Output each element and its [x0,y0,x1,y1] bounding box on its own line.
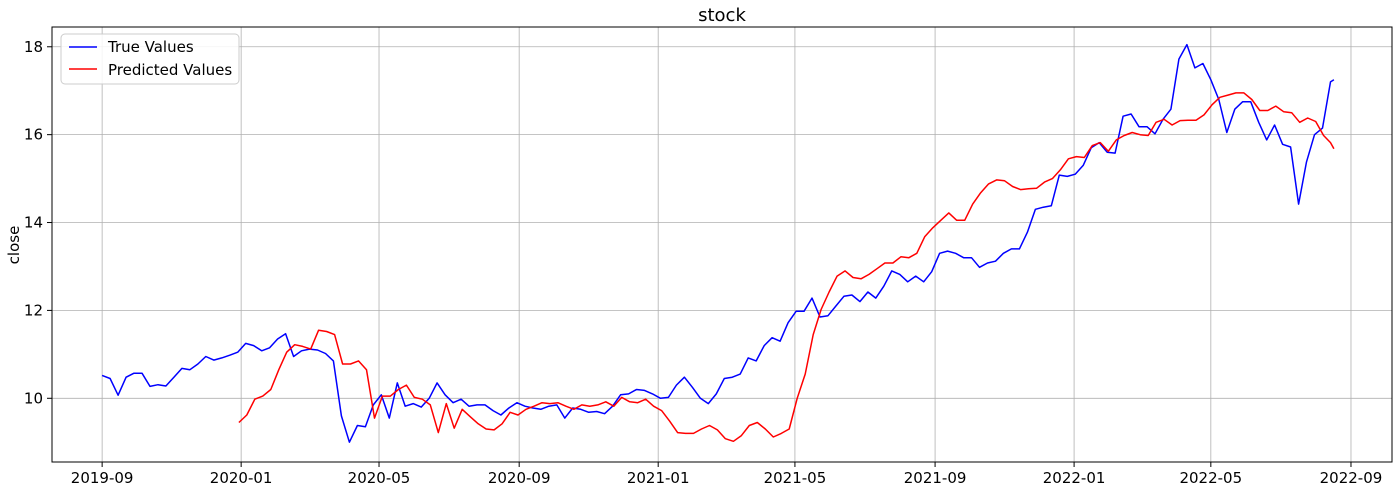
x-tick-label: 2020-05 [348,469,411,487]
plot-frame [51,26,1393,463]
series-layer [101,43,1335,443]
legend-box [60,33,240,85]
x-tick-label: 2019-09 [71,469,134,487]
x-tick-label: 2021-01 [627,469,690,487]
x-tick-label: 2020-01 [210,469,273,487]
grid [52,27,1392,462]
x-tick-label: 2022-01 [1043,469,1106,487]
legend-label-predicted-values: Predicted Values [108,61,232,79]
x-tick-label: 2020-09 [488,469,551,487]
legend-label-true-values: True Values [107,38,194,56]
y-tick-label: 12 [24,301,43,319]
x-tick-label: 2022-05 [1179,469,1242,487]
y-tick-label: 16 [24,126,43,144]
y-tick-label: 10 [24,389,43,407]
series-line-true-values [101,43,1335,443]
x-tick-label: 2021-05 [764,469,827,487]
series-line-predicted-values [238,92,1335,443]
chart-title: stock [698,5,746,26]
y-axis-title: close [5,226,23,265]
legend: True Values Predicted Values [60,33,240,85]
x-tick-label: 2022-09 [1320,469,1383,487]
y-tick-label: 14 [24,214,43,232]
y-tick-label: 18 [24,38,43,56]
ticks: 2019-09 2020-01 2020-05 2020-09 2021-01 2021-… [24,38,1382,487]
x-tick-label: 2021-09 [904,469,967,487]
